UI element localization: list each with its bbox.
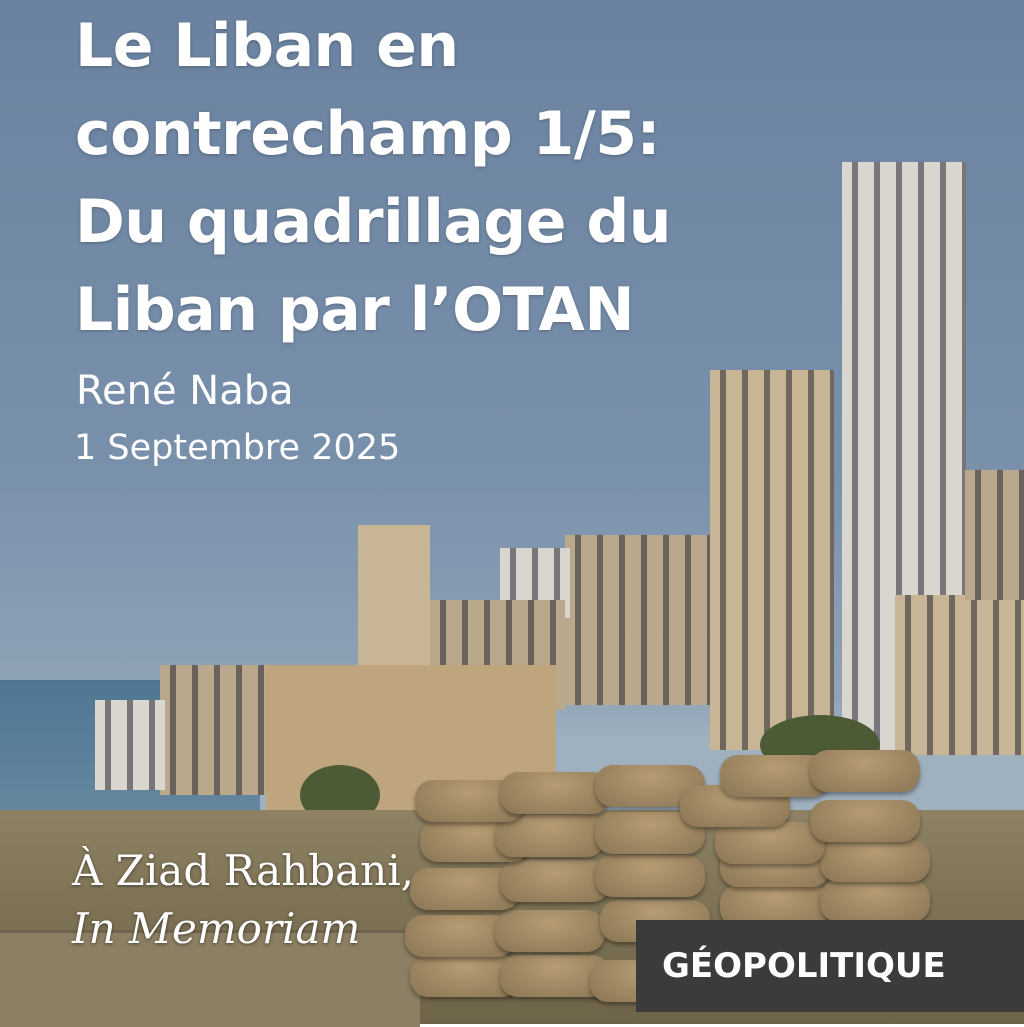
dedication-italic: In Memoriam <box>72 904 361 953</box>
author: René Naba <box>76 368 294 414</box>
dedication: À Ziad Rahbani, In Memoriam <box>72 842 414 958</box>
title-line: Liban par l’OTAN <box>75 275 635 345</box>
article-title: Le Liban en contrechamp 1/5: Du quadrill… <box>75 2 671 354</box>
category-badge[interactable]: GÉOPOLITIQUE <box>636 920 1024 1012</box>
stone-wall <box>0 930 420 1027</box>
title-line: contrechamp 1/5: <box>75 99 660 169</box>
dedication-text: À Ziad Rahbani, <box>72 846 415 895</box>
building <box>565 535 710 705</box>
building <box>895 595 1024 755</box>
publication-date: 1 Septembre 2025 <box>74 428 401 468</box>
building <box>965 470 1024 600</box>
building <box>710 370 834 750</box>
title-line: Le Liban en <box>75 11 459 81</box>
title-line: Du quadrillage du <box>75 187 671 257</box>
building <box>95 700 165 790</box>
